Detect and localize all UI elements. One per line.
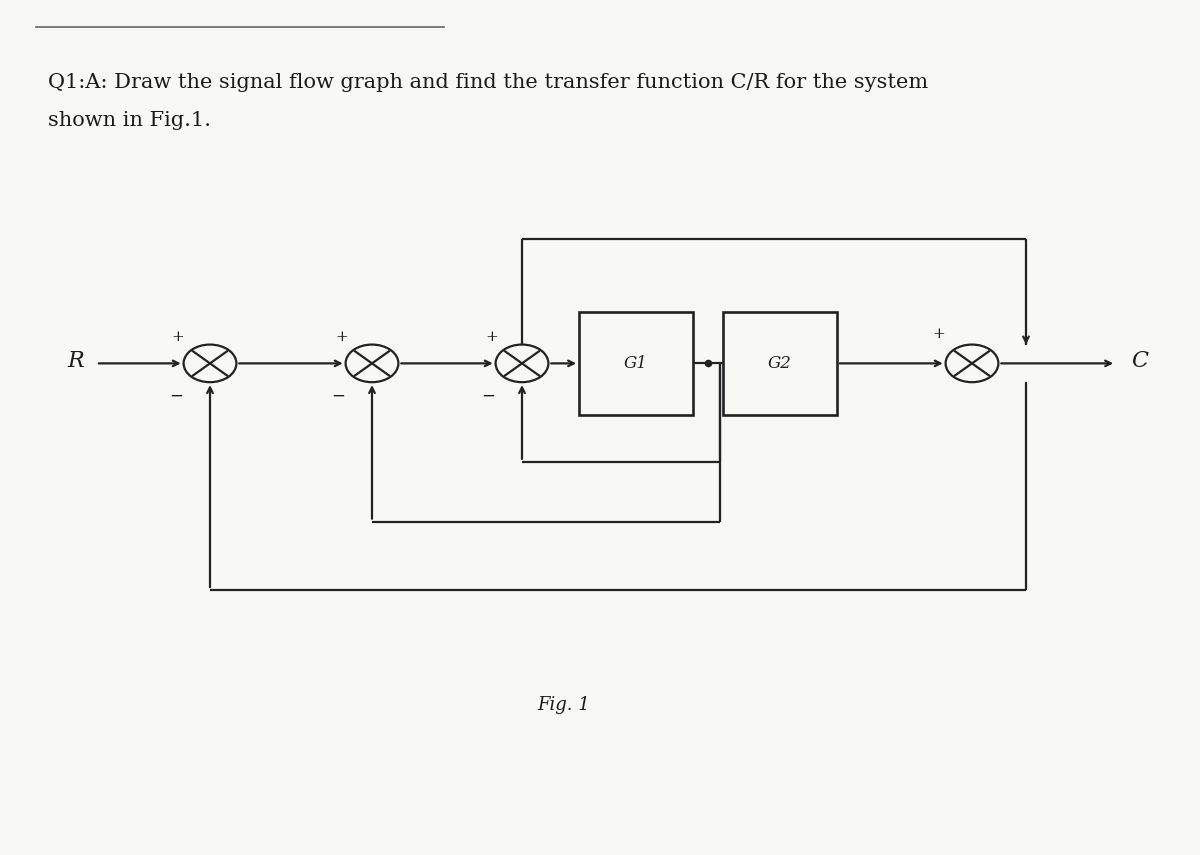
Text: −: − [331,387,346,404]
Text: Q1:A: Draw the signal flow graph and find the transfer function C/R for the syst: Q1:A: Draw the signal flow graph and fin… [48,73,929,91]
Bar [722,312,838,415]
Text: G2: G2 [768,355,792,372]
Text: R: R [67,350,84,372]
Text: +: + [336,330,348,345]
Text: +: + [172,330,184,345]
Text: G1: G1 [624,355,648,372]
Text: shown in Fig.1.: shown in Fig.1. [48,111,211,130]
Text: Fig. 1: Fig. 1 [538,696,590,715]
Text: C: C [1132,350,1148,372]
Bar [580,312,694,415]
Text: −: − [169,387,184,404]
Text: −: − [481,387,496,404]
Text: +: + [486,330,498,345]
Text: +: + [932,327,944,341]
